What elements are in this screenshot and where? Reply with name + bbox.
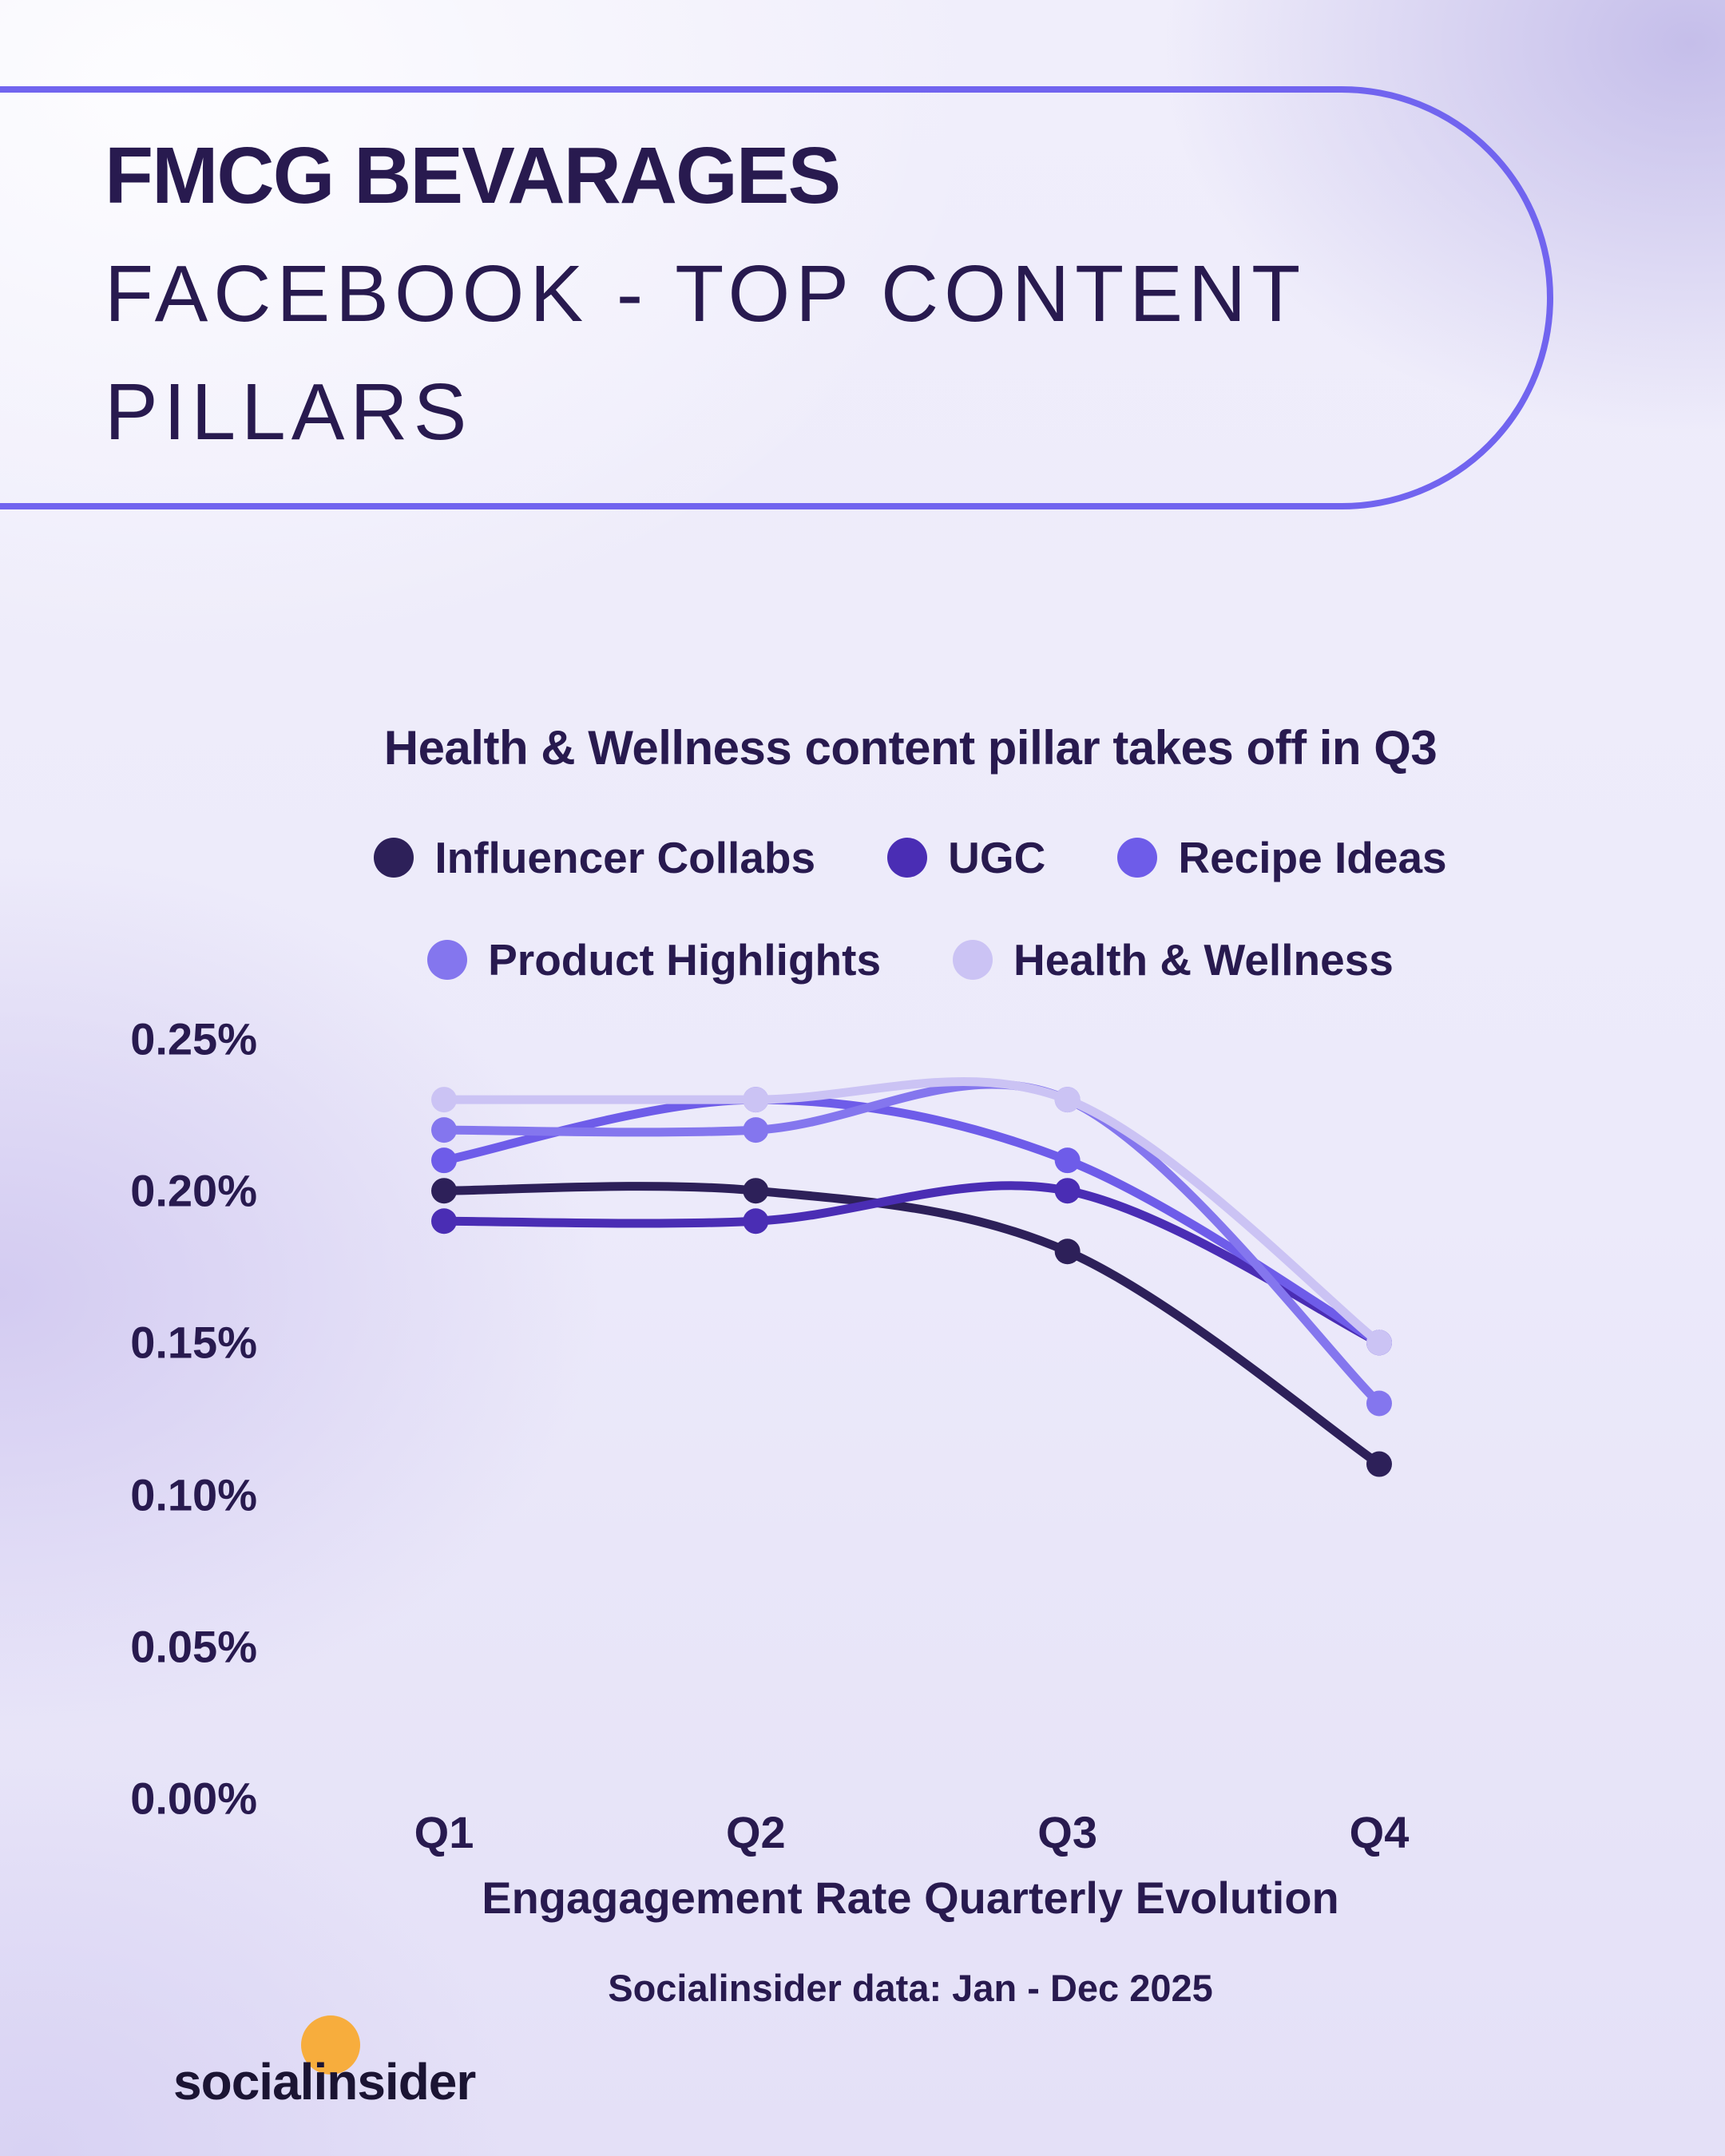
data-point: [431, 1147, 457, 1174]
series-influencer-collabs: [431, 1178, 1392, 1477]
series-line: [439, 1080, 1384, 1408]
data-point: [431, 1117, 457, 1143]
legend-row: Influencer Collabs UGC Recipe Ideas: [374, 832, 1447, 883]
series-ugc: [431, 1178, 1392, 1356]
data-point: [1366, 1390, 1392, 1417]
data-point: [743, 1208, 769, 1235]
data-point: [743, 1117, 769, 1143]
data-point: [1366, 1451, 1392, 1477]
series-line: [439, 1181, 1384, 1347]
x-tick-label: Q3: [1037, 1807, 1098, 1857]
legend-label: Product Highlights: [488, 935, 882, 985]
legend-dot-icon: [374, 838, 414, 878]
title-line-3: PILLARS: [105, 367, 473, 457]
y-tick-label: 0.25%: [130, 1013, 257, 1064]
data-point: [1054, 1239, 1081, 1265]
logo-wordmark: socialinsider: [173, 2053, 476, 2110]
legend-label: Influencer Collabs: [434, 833, 816, 882]
legend-dot-icon: [953, 940, 993, 980]
title-line-2: FACEBOOK - TOP CONTENT: [105, 249, 1307, 339]
legend-item: UGC: [887, 832, 1045, 883]
data-point: [1054, 1178, 1081, 1204]
legend-dot-icon: [887, 838, 928, 878]
legend-dot-icon: [1117, 838, 1158, 878]
y-tick-label: 0.10%: [130, 1469, 257, 1520]
y-tick-label: 0.15%: [130, 1317, 257, 1368]
x-axis-title: Engagagement Rate Quarterly Evolution: [482, 1873, 1339, 1923]
x-tick-label: Q2: [725, 1807, 786, 1857]
data-point: [431, 1178, 457, 1204]
source-note: Socialinsider data: Jan - Dec 2025: [608, 1967, 1213, 2009]
title-line-1: FMCG BEVARAGES: [105, 131, 841, 220]
y-tick-label: 0.20%: [130, 1165, 257, 1216]
series-health-wellness: [431, 1077, 1392, 1356]
legend-item: Influencer Collabs: [374, 832, 815, 883]
chart-legend: Influencer Collabs UGC Recipe Ideas Product…: [96, 832, 1725, 985]
data-point: [1366, 1330, 1392, 1356]
logo-circle-icon: [301, 2015, 360, 2075]
header-card: [0, 86, 1553, 509]
series-line: [439, 1182, 1384, 1469]
chart-subtitle: Health & Wellness content pillar takes o…: [383, 721, 1438, 775]
legend-label: Recipe Ideas: [1178, 833, 1447, 882]
legend-item: Product Highlights: [427, 934, 881, 985]
data-point: [743, 1087, 769, 1113]
x-tick-label: Q1: [414, 1807, 474, 1857]
legend-dot-icon: [427, 940, 468, 980]
brand-logo: socialinsider: [173, 2015, 476, 2124]
data-point: [1054, 1147, 1081, 1174]
legend-label: Health & Wellness: [1013, 935, 1394, 985]
y-tick-label: 0.05%: [130, 1621, 257, 1672]
series-line: [439, 1077, 1384, 1347]
y-tick-label: 0.00%: [130, 1773, 257, 1824]
data-point: [431, 1087, 457, 1113]
legend-label: UGC: [948, 833, 1046, 882]
data-point: [431, 1208, 457, 1235]
data-point: [1054, 1087, 1081, 1113]
x-tick-label: Q4: [1349, 1807, 1410, 1857]
data-point: [743, 1178, 769, 1204]
legend-item: Health & Wellness: [953, 934, 1394, 985]
page-title: FMCG BEVARAGES FACEBOOK - TOP CONTENT PI…: [105, 117, 1306, 471]
legend-item: Recipe Ideas: [1117, 832, 1447, 883]
legend-row: Product Highlights Health & Wellness: [427, 934, 1394, 985]
